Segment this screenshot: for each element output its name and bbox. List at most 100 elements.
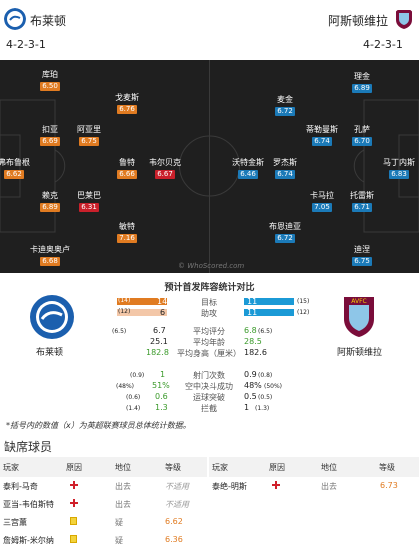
- assists-label: 助攻: [201, 309, 217, 318]
- home-crest-icon: [4, 8, 26, 30]
- player-marker[interactable]: 阿亚里 6.75: [77, 125, 101, 146]
- home-table-header: 玩家 原因 地位 等级: [0, 457, 207, 477]
- injury-icon: [70, 481, 78, 491]
- player-marker[interactable]: 迪涅 6.75: [352, 245, 372, 266]
- away-dribbles-sub: (0.5): [258, 394, 273, 401]
- player-link[interactable]: 三宫薰: [3, 518, 27, 527]
- col-player: 玩家: [3, 463, 19, 472]
- player-link[interactable]: 詹姆斯-米尔纳: [3, 536, 54, 545]
- status-text: 疑: [115, 518, 123, 527]
- rating-text: 6.73: [380, 481, 398, 490]
- home-assists-bar: [117, 309, 167, 316]
- aerial-label: 空中决斗成功: [185, 382, 233, 391]
- home-stats-name: 布莱顿: [36, 348, 64, 358]
- home-formation: 4-2-3-1: [6, 38, 46, 51]
- home-age-value: 25.1: [150, 337, 168, 346]
- home-aerial-value: 51%: [152, 381, 170, 390]
- player-marker[interactable]: 库珀 6.50: [40, 70, 60, 91]
- home-tackles-value: 1.3: [155, 403, 168, 412]
- lineup-pitch: 库珀 6.50 戈麦斯 6.76 扣亚 6.69 阿亚里 6.75 弗布鲁根 6.62 鲁…: [0, 60, 419, 273]
- player-link[interactable]: 泰绝-明斯: [212, 482, 247, 491]
- player-marker[interactable]: 沃特金斯 6.46: [232, 158, 264, 179]
- away-height-value: 182.6: [244, 348, 267, 357]
- player-marker[interactable]: 扣亚 6.69: [40, 125, 60, 146]
- col-reason: 原因: [269, 463, 285, 472]
- home-assists-sub: (12): [118, 308, 131, 315]
- home-tackles-sub: (1.4): [126, 405, 141, 412]
- player-link[interactable]: 亚当-韦伯斯特: [3, 500, 54, 509]
- away-shots-value: 0.9: [244, 370, 257, 379]
- player-marker[interactable]: 巴莱巴 6.31: [77, 191, 101, 212]
- col-rating: 等级: [165, 463, 181, 472]
- away-assists-value: 11: [247, 308, 258, 317]
- away-assists-bar: [244, 309, 294, 316]
- player-marker[interactable]: 弗布鲁根 6.62: [0, 158, 30, 179]
- player-marker[interactable]: 布恩迪亚 6.72: [269, 222, 301, 243]
- stats-title: 预计首发阵容统计对比: [164, 283, 255, 293]
- player-link[interactable]: 泰利-马奇: [3, 482, 38, 491]
- home-goals-sub: (14): [118, 297, 131, 304]
- tackles-label: 拦截: [201, 404, 217, 413]
- away-aerial-value: 48%: [244, 381, 262, 390]
- player-marker[interactable]: 卡迪奥奥卢 6.68: [30, 245, 70, 266]
- height-label: 平均身高（厘米）: [177, 349, 241, 358]
- card-icon: [70, 517, 77, 527]
- player-marker[interactable]: 卡马拉 7.05: [310, 191, 334, 212]
- away-stats-name: 阿斯顿维拉: [337, 348, 383, 358]
- home-goals-bar: [117, 298, 167, 305]
- home-rating-value: 6.7: [153, 326, 166, 335]
- away-rating-value: 6.8: [244, 326, 257, 335]
- svg-text:AVFC: AVFC: [351, 298, 366, 305]
- away-shots-sub: (0.8): [258, 372, 273, 379]
- away-rating-sub: (6.5): [258, 328, 273, 335]
- home-rating-sub: (6.5): [112, 328, 127, 335]
- player-marker[interactable]: 蒂勒曼斯 6.74: [306, 125, 338, 146]
- away-goals-sub: (15): [297, 298, 310, 305]
- rating-text: 6.62: [165, 517, 183, 526]
- col-reason: 原因: [66, 463, 82, 472]
- injury-icon: [272, 481, 280, 491]
- pitch-lines: [0, 60, 419, 273]
- home-shots-sub: (0.9): [130, 372, 145, 379]
- player-marker[interactable]: 戈麦斯 6.76: [115, 93, 139, 114]
- player-marker[interactable]: 韦尔贝克 6.67: [149, 158, 181, 179]
- player-marker[interactable]: 赖克 6.89: [40, 191, 60, 212]
- home-goals-value: 14: [157, 297, 168, 306]
- home-crest-large-icon: [30, 295, 74, 339]
- status-text: 出去: [115, 500, 131, 509]
- away-formation: 4-2-3-1: [363, 38, 403, 51]
- away-table-header: 玩家 原因 地位 等级: [209, 457, 419, 477]
- home-height-value: 182.8: [146, 348, 169, 357]
- player-marker[interactable]: 麦金 6.72: [275, 95, 295, 116]
- player-marker[interactable]: 敏特 7.16: [117, 222, 137, 243]
- away-tackles-sub: (1.3): [255, 405, 270, 412]
- home-team-name[interactable]: 布莱顿: [30, 14, 67, 28]
- col-rating: 等级: [379, 463, 395, 472]
- player-marker[interactable]: 孔萨 6.70: [352, 125, 372, 146]
- status-text: 疑: [115, 536, 123, 545]
- home-dribbles-sub: (0.6): [126, 394, 141, 401]
- missing-title: 缺席球员: [4, 440, 53, 454]
- status-text: 出去: [115, 482, 131, 491]
- age-label: 平均年龄: [193, 338, 225, 347]
- player-marker[interactable]: 鲁特 6.66: [117, 158, 137, 179]
- home-assists-value: 6: [160, 308, 166, 317]
- player-marker[interactable]: 托雷斯 6.71: [350, 191, 374, 212]
- player-marker[interactable]: 罗杰斯 6.74: [273, 158, 297, 179]
- away-goals-bar: [244, 298, 294, 305]
- away-age-value: 28.5: [244, 337, 262, 346]
- away-assists-sub: (12): [297, 309, 310, 316]
- away-tackles-value: 1: [244, 403, 250, 412]
- home-aerial-sub: (48%): [116, 383, 135, 390]
- home-dribbles-value: 0.6: [155, 392, 168, 401]
- shots-label: 射门次数: [193, 371, 225, 380]
- stats-footnote: *括号内的数值（x）为英超联赛球员总体统计数据。: [6, 421, 191, 430]
- player-marker[interactable]: 马丁内斯 6.83: [383, 158, 415, 179]
- player-marker[interactable]: 理金 6.89: [352, 72, 372, 93]
- goals-label: 目标: [201, 298, 217, 307]
- away-crest-icon: [396, 10, 412, 29]
- away-crest-large-icon: AVFC: [344, 297, 374, 337]
- away-team-name[interactable]: 阿斯顿维拉: [328, 14, 389, 28]
- col-status: 地位: [321, 463, 337, 472]
- col-player: 玩家: [212, 463, 228, 472]
